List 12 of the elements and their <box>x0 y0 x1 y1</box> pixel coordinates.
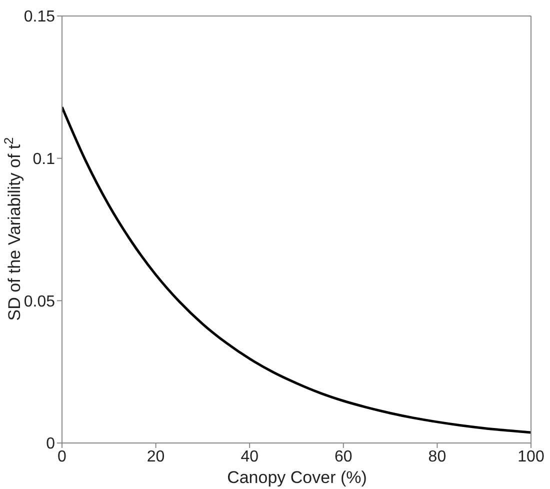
x-tick-label: 100 <box>518 448 544 466</box>
y-tick-label: 0 <box>46 436 56 453</box>
x-tick-label: 60 <box>334 448 352 466</box>
y-tick-label: 0.15 <box>24 8 56 26</box>
line-series <box>62 106 531 434</box>
x-tick-label: 80 <box>428 448 446 466</box>
x-axis-title: Canopy Cover (%) <box>227 468 367 487</box>
y-tick-label: 0.1 <box>32 151 56 168</box>
y-tick-label: 0.05 <box>24 293 56 310</box>
x-tick-label: 20 <box>146 448 165 466</box>
x-tick-label: 40 <box>240 448 259 466</box>
x-tick-label: 0 <box>58 448 67 466</box>
